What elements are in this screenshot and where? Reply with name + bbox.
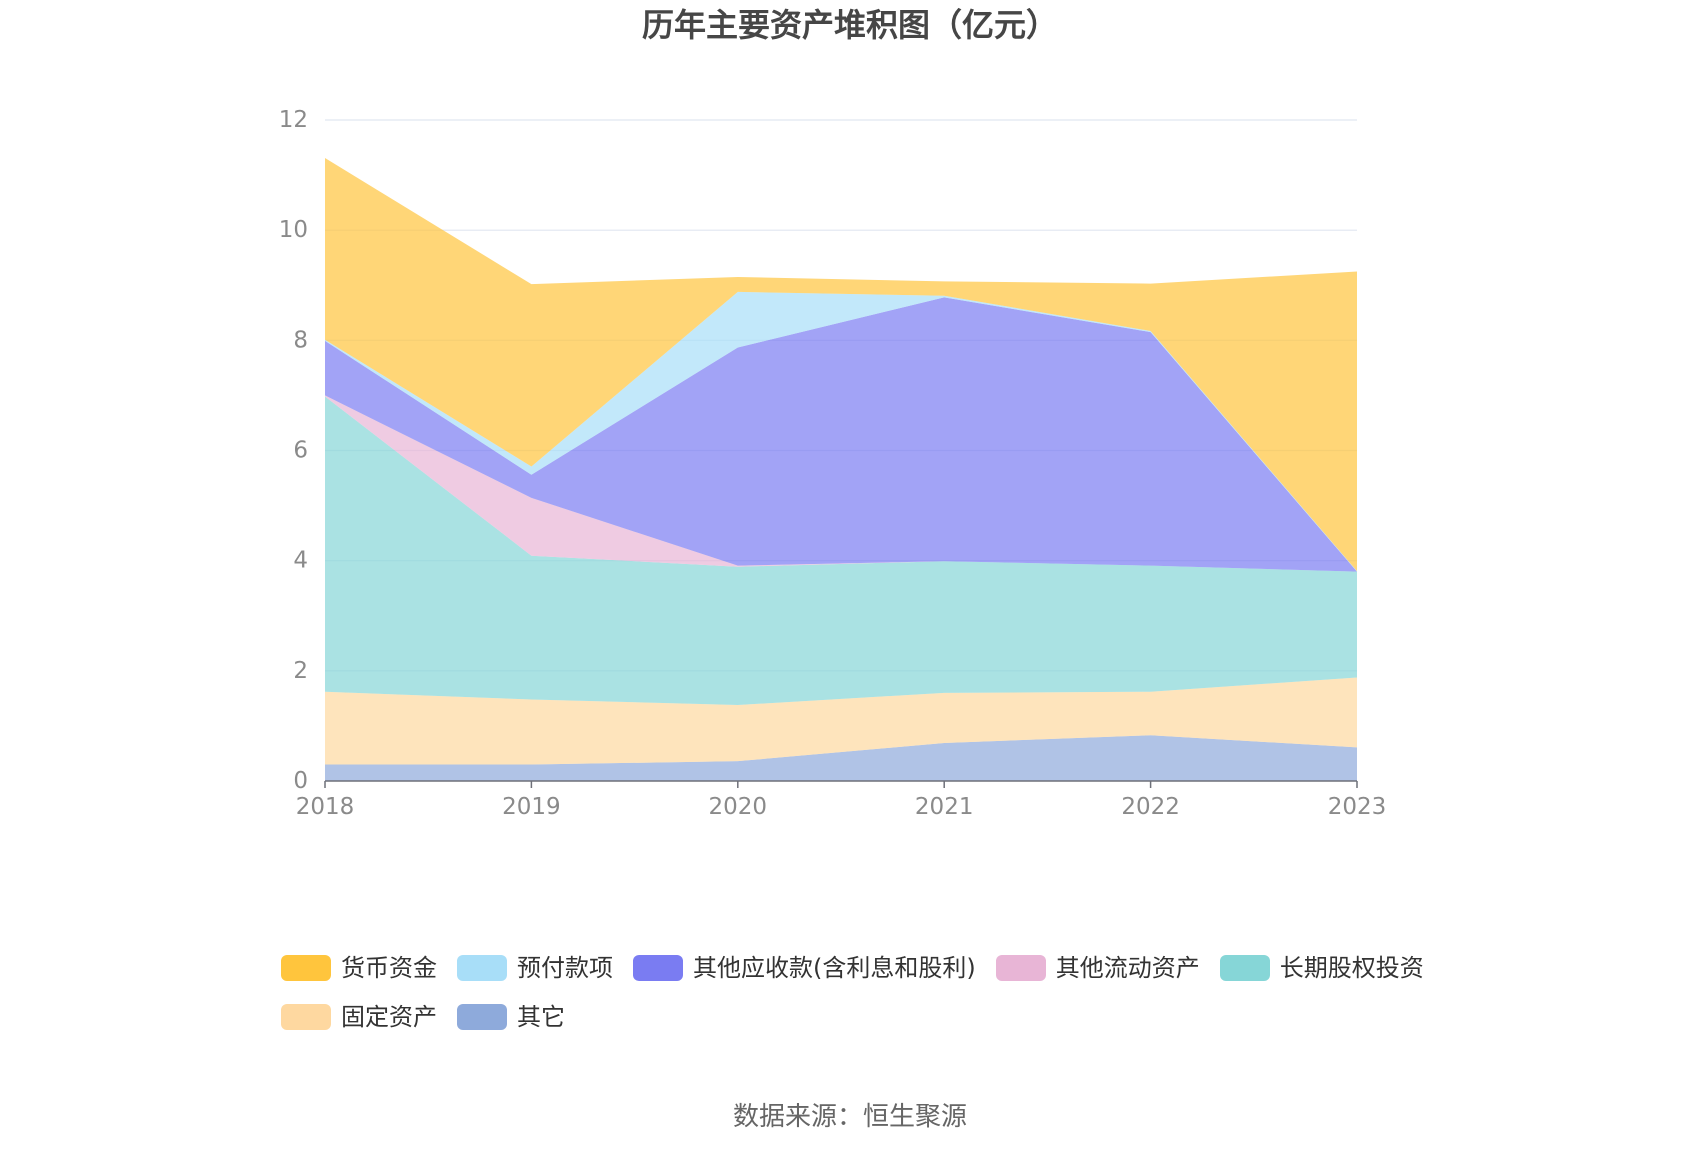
legend-swatch xyxy=(995,955,1046,981)
y-tick-label: 6 xyxy=(293,438,308,464)
legend-item[interactable]: 其他应收款(含利息和股利) xyxy=(633,954,976,982)
y-tick-label: 8 xyxy=(293,327,308,353)
series-area xyxy=(325,158,1357,572)
x-axis xyxy=(324,780,1358,788)
series-area xyxy=(325,395,1357,572)
y-tick-label: 10 xyxy=(279,217,308,243)
x-tick-label: 2022 xyxy=(1121,794,1180,820)
legend-swatch xyxy=(281,955,331,981)
chart-title: 历年主要资产堆积图（亿元） xyxy=(641,6,1058,44)
legend: 货币资金 预付款项 其他应收款(含利息和股利) 其他流动资产 长期股权投资固定资产 其它 xyxy=(281,954,1481,1031)
data-source-note: 数据来源：恒生聚源 xyxy=(732,1102,967,1132)
x-axis-labels: 2018 2019 2020 2021 2022 2023 xyxy=(296,794,1387,820)
legend-swatch xyxy=(1219,955,1270,981)
series-area xyxy=(325,297,1357,572)
legend-swatch xyxy=(281,1004,331,1030)
legend-item[interactable]: 其它 xyxy=(457,1003,565,1031)
stacked-area-chart: 0 2 4 6 8 10 12 2018 2019 2020 2021 2022 2023 xyxy=(279,107,1387,820)
legend-item[interactable]: 预付款项 xyxy=(457,954,613,982)
legend-label: 其它 xyxy=(517,1003,565,1031)
series-areas xyxy=(325,158,1357,781)
y-tick-label: 0 xyxy=(293,768,308,794)
y-tick-label: 2 xyxy=(293,658,308,684)
x-tick-label: 2023 xyxy=(1328,794,1387,820)
legend-swatch xyxy=(457,1004,507,1030)
x-tick-label: 2020 xyxy=(709,794,768,820)
y-tick-label: 4 xyxy=(293,548,308,574)
x-tick-label: 2021 xyxy=(915,794,974,820)
legend-item[interactable]: 其他流动资产 xyxy=(995,954,1200,982)
series-area xyxy=(325,735,1357,781)
legend-item[interactable]: 货币资金 xyxy=(281,954,437,982)
x-tick-label: 2019 xyxy=(502,794,561,820)
x-tick-label: 2018 xyxy=(296,794,355,820)
legend-label: 货币资金 xyxy=(341,954,437,982)
legend-label: 其他应收款(含利息和股利) xyxy=(693,954,976,982)
y-tick-label: 12 xyxy=(279,107,308,133)
y-axis-labels: 0 2 4 6 8 10 12 xyxy=(279,107,308,794)
legend-item[interactable]: 长期股权投资 xyxy=(1219,954,1424,982)
legend-label: 长期股权投资 xyxy=(1279,954,1424,982)
legend-item[interactable]: 固定资产 xyxy=(281,1003,437,1031)
series-area xyxy=(325,677,1357,765)
legend-label: 固定资产 xyxy=(341,1003,437,1031)
legend-swatch xyxy=(457,955,507,981)
series-area xyxy=(325,396,1357,705)
legend-label: 预付款项 xyxy=(517,954,613,982)
legend-label: 其他流动资产 xyxy=(1055,954,1200,982)
legend-swatch xyxy=(633,955,683,981)
